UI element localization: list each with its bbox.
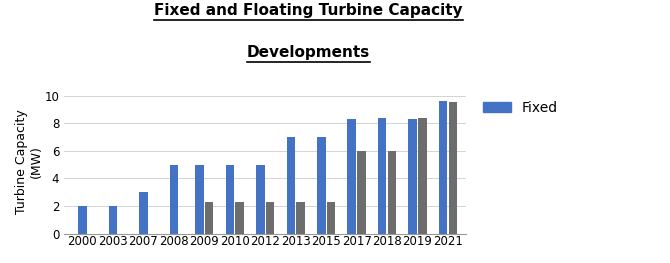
Bar (418, 118, 427, 234)
Bar (266, 202, 274, 234)
Y-axis label: Turbine Capacity
(MW): Turbine Capacity (MW) (15, 109, 43, 214)
Bar (327, 202, 335, 234)
Bar (205, 202, 214, 234)
Bar (195, 165, 204, 234)
Bar (388, 151, 396, 234)
Bar (139, 192, 147, 234)
Bar (109, 206, 117, 234)
Bar (170, 165, 178, 234)
Bar (348, 119, 356, 234)
Legend: Fixed: Fixed (477, 95, 563, 121)
Bar (287, 137, 295, 234)
Bar (235, 202, 244, 234)
Bar (449, 103, 457, 234)
Text: Fixed and Floating Turbine Capacity: Fixed and Floating Turbine Capacity (154, 3, 462, 18)
Bar (256, 165, 265, 234)
Bar (317, 137, 326, 234)
Bar (78, 206, 86, 234)
Bar (409, 119, 417, 234)
Bar (357, 151, 366, 234)
Bar (296, 202, 305, 234)
Bar (439, 101, 448, 234)
Text: Developments: Developments (247, 45, 370, 60)
Bar (226, 165, 234, 234)
Bar (378, 118, 387, 234)
